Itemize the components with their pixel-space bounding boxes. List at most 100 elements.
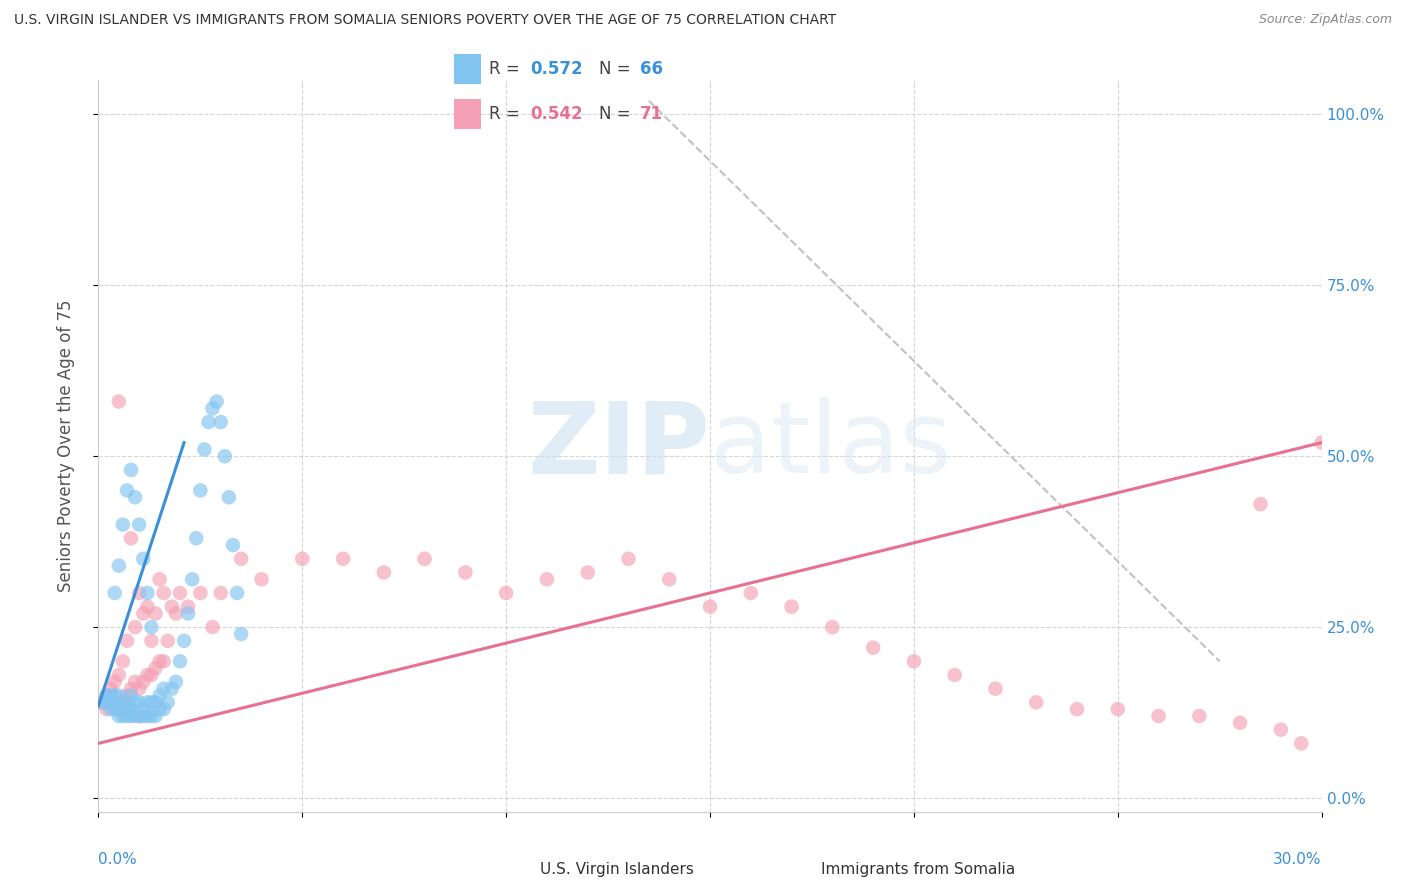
Point — [186, 531, 208, 545]
Point — [658, 572, 681, 586]
Text: 0.572: 0.572 — [530, 60, 583, 78]
Point — [201, 620, 224, 634]
Point — [495, 586, 517, 600]
Point — [984, 681, 1007, 696]
Point — [160, 599, 183, 614]
Point — [91, 695, 114, 709]
Point — [120, 689, 142, 703]
Point — [91, 695, 114, 709]
Point — [120, 463, 142, 477]
Point — [943, 668, 966, 682]
Point — [576, 566, 599, 580]
Point — [128, 586, 150, 600]
Point — [104, 586, 127, 600]
Point — [740, 586, 762, 600]
Point — [104, 695, 127, 709]
Point — [181, 572, 204, 586]
Point — [145, 695, 167, 709]
Point — [160, 681, 183, 696]
Point — [120, 709, 142, 723]
Point — [132, 607, 155, 621]
Point — [193, 442, 215, 457]
Point — [1291, 736, 1313, 750]
Point — [699, 599, 721, 614]
Point — [149, 572, 172, 586]
Point — [1270, 723, 1292, 737]
Point — [226, 586, 249, 600]
Point — [177, 599, 200, 614]
Point — [111, 695, 134, 709]
Text: R =: R = — [489, 105, 526, 123]
Point — [780, 599, 803, 614]
Point — [132, 551, 155, 566]
Point — [108, 709, 131, 723]
Y-axis label: Seniors Poverty Over the Age of 75: Seniors Poverty Over the Age of 75 — [56, 300, 75, 592]
Point — [250, 572, 273, 586]
Point — [100, 695, 122, 709]
Point — [128, 709, 150, 723]
Point — [104, 674, 127, 689]
Point — [115, 695, 138, 709]
Point — [373, 566, 395, 580]
Point — [231, 627, 253, 641]
Point — [104, 695, 127, 709]
Point — [100, 695, 122, 709]
Point — [1147, 709, 1170, 723]
Point — [169, 586, 191, 600]
Point — [108, 668, 131, 682]
Point — [124, 620, 146, 634]
Point — [132, 702, 155, 716]
Text: 66: 66 — [640, 60, 664, 78]
Point — [115, 709, 138, 723]
Point — [222, 538, 245, 552]
Point — [149, 702, 172, 716]
Point — [96, 695, 118, 709]
Point — [124, 674, 146, 689]
Point — [903, 654, 925, 668]
Point — [1107, 702, 1129, 716]
Point — [124, 490, 146, 504]
Point — [108, 702, 131, 716]
Point — [1310, 435, 1333, 450]
Point — [120, 702, 142, 716]
Point — [177, 607, 200, 621]
Point — [291, 551, 314, 566]
Point — [145, 661, 167, 675]
Point — [205, 394, 228, 409]
Point — [165, 607, 187, 621]
Point — [96, 689, 118, 703]
Point — [104, 689, 127, 703]
Point — [141, 709, 163, 723]
Point — [149, 654, 172, 668]
Point — [128, 517, 150, 532]
Point — [209, 415, 232, 429]
Text: U.S. VIRGIN ISLANDER VS IMMIGRANTS FROM SOMALIA SENIORS POVERTY OVER THE AGE OF : U.S. VIRGIN ISLANDER VS IMMIGRANTS FROM … — [14, 13, 837, 28]
Point — [128, 695, 150, 709]
Point — [201, 401, 224, 416]
Point — [1066, 702, 1088, 716]
Point — [149, 689, 172, 703]
Point — [108, 558, 131, 573]
Point — [141, 668, 163, 682]
Point — [136, 599, 159, 614]
Point — [104, 702, 127, 716]
Point — [115, 633, 138, 648]
Point — [156, 633, 179, 648]
Point — [821, 620, 844, 634]
Point — [111, 709, 134, 723]
Text: N =: N = — [599, 60, 636, 78]
FancyBboxPatch shape — [454, 54, 481, 84]
Point — [124, 695, 146, 709]
Point — [108, 394, 131, 409]
Point — [111, 702, 134, 716]
Point — [165, 674, 187, 689]
Point — [128, 709, 150, 723]
Point — [145, 607, 167, 621]
Point — [100, 702, 122, 716]
Point — [120, 531, 142, 545]
Point — [152, 702, 174, 716]
Point — [96, 689, 118, 703]
Point — [100, 689, 122, 703]
Point — [111, 517, 134, 532]
Point — [332, 551, 354, 566]
